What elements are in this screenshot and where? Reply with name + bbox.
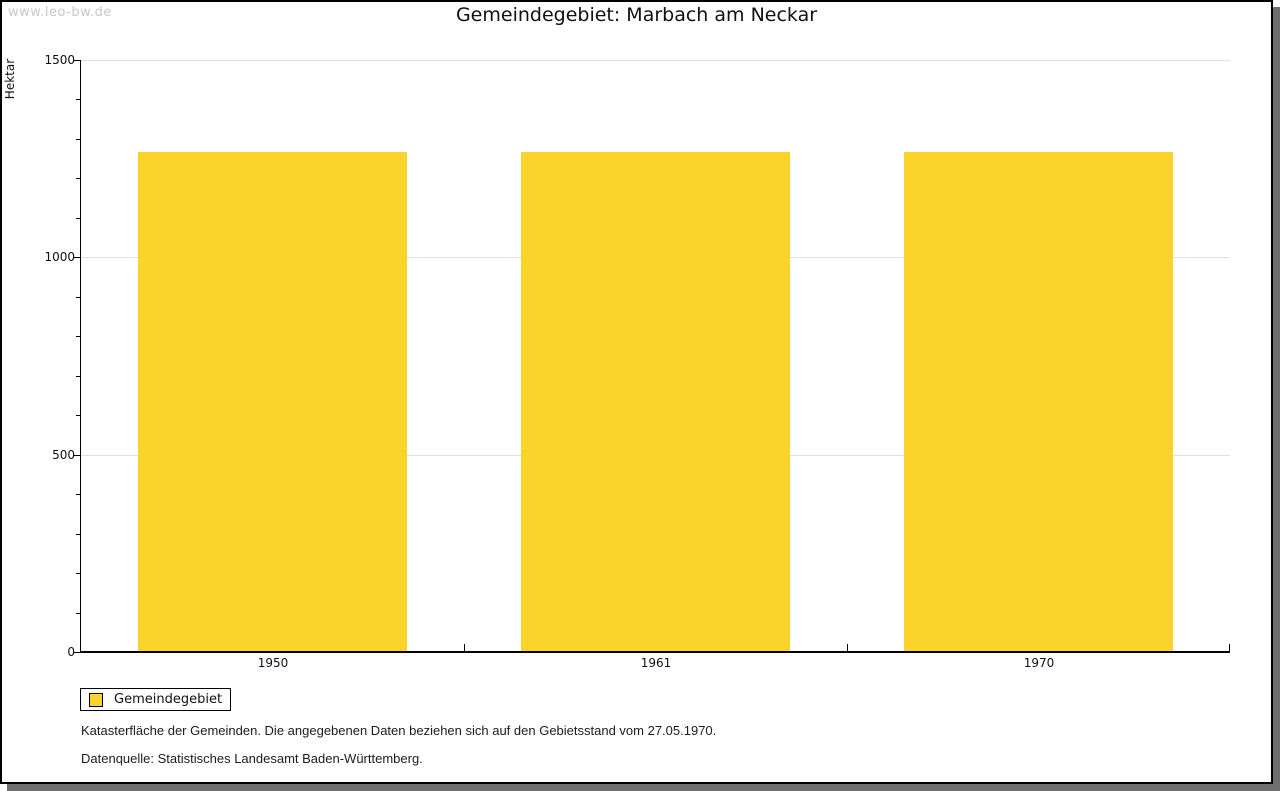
gridline	[81, 60, 1230, 61]
y-axis-tick	[76, 139, 80, 140]
y-axis-tick	[76, 415, 80, 416]
y-axis-tick	[73, 60, 80, 61]
y-axis-tick	[76, 534, 80, 535]
y-axis-tick	[76, 336, 80, 337]
x-axis-tick	[1229, 644, 1230, 652]
y-axis-tick	[73, 652, 80, 653]
legend-label: Gemeindegebiet	[114, 692, 223, 707]
x-axis-tick	[847, 644, 848, 652]
x-tick-label: 1970	[1023, 656, 1055, 670]
bar-1970	[904, 152, 1173, 652]
x-axis-line	[80, 651, 1230, 653]
y-axis-tick	[76, 218, 80, 219]
y-axis-tick	[76, 494, 80, 495]
chart-title: Gemeindegebiet: Marbach am Neckar	[455, 4, 818, 26]
y-axis-label: Hektar	[3, 58, 17, 100]
x-tick-label: 1950	[257, 656, 289, 670]
watermark: www.leo-bw.de	[8, 5, 112, 20]
y-axis-tick	[76, 297, 80, 298]
footnote-data-source: Datenquelle: Statistisches Landesamt Bad…	[81, 751, 423, 766]
footnote-source-note: Katasterfläche der Gemeinden. Die angege…	[81, 723, 717, 738]
plot-area: 0 500 1000 1500 1950 1961 1970	[44, 53, 1230, 670]
legend: Gemeindegebiet	[80, 688, 231, 711]
bar-1961	[521, 152, 790, 652]
y-axis-tick	[76, 573, 80, 574]
bar-1950	[138, 152, 407, 652]
x-tick-label: 1961	[640, 656, 672, 670]
y-axis-tick	[76, 613, 80, 614]
y-axis-tick	[76, 99, 80, 100]
x-axis-tick	[464, 644, 465, 652]
y-axis-tick	[73, 257, 80, 258]
y-axis-tick	[76, 376, 80, 377]
y-tick-label: 500	[52, 448, 75, 462]
y-axis-line	[80, 60, 81, 653]
y-tick-label: 1000	[44, 250, 75, 264]
y-tick-label: 0	[67, 645, 75, 659]
y-tick-label: 1500	[44, 53, 75, 67]
legend-swatch-icon	[89, 692, 103, 707]
y-axis-tick	[76, 178, 80, 179]
y-axis-tick	[73, 455, 80, 456]
